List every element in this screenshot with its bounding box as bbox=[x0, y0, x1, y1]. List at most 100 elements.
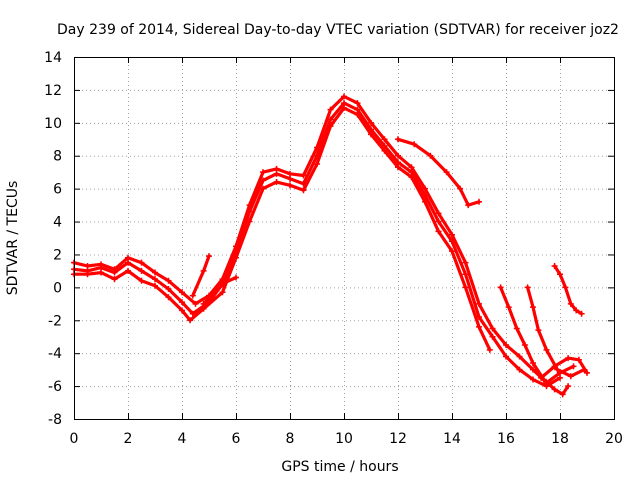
data-point bbox=[554, 366, 561, 373]
data-point bbox=[505, 304, 512, 311]
y-tick-label: 6 bbox=[53, 182, 62, 198]
x-tick-label: 12 bbox=[389, 431, 407, 447]
x-tick-label: 2 bbox=[124, 431, 133, 447]
data-point bbox=[457, 185, 464, 192]
data-point bbox=[530, 376, 536, 383]
data-point bbox=[516, 353, 523, 360]
data-point bbox=[465, 202, 472, 209]
x-axis-label: GPS time / hours bbox=[281, 459, 398, 475]
data-point bbox=[260, 177, 266, 184]
data-series bbox=[71, 93, 590, 398]
data-point bbox=[395, 152, 401, 159]
chart-title: Day 239 of 2014, Sidereal Day-to-day VTE… bbox=[57, 22, 619, 38]
data-point bbox=[503, 353, 509, 360]
data-point bbox=[314, 160, 320, 167]
data-point bbox=[200, 267, 207, 274]
data-point bbox=[211, 289, 218, 296]
data-point bbox=[179, 307, 185, 314]
data-point bbox=[462, 271, 469, 278]
data-point bbox=[567, 300, 574, 307]
data-point bbox=[189, 292, 196, 299]
series-track bbox=[71, 105, 493, 353]
data-point bbox=[521, 341, 528, 348]
data-point bbox=[395, 136, 401, 143]
data-point bbox=[497, 284, 504, 291]
data-point bbox=[422, 198, 428, 205]
data-point bbox=[125, 259, 131, 266]
data-point bbox=[578, 310, 585, 317]
data-point bbox=[530, 304, 536, 311]
series-line bbox=[72, 94, 576, 385]
data-point bbox=[273, 170, 280, 177]
data-point bbox=[300, 172, 307, 179]
data-point bbox=[489, 333, 496, 340]
data-point bbox=[354, 111, 361, 118]
data-point bbox=[165, 286, 172, 293]
data-point bbox=[165, 277, 172, 284]
data-point bbox=[152, 282, 158, 289]
data-point bbox=[165, 294, 172, 301]
y-tick-label: 4 bbox=[53, 215, 62, 231]
data-point bbox=[125, 267, 131, 274]
data-point bbox=[513, 325, 520, 332]
series-line bbox=[72, 106, 492, 352]
data-point bbox=[411, 141, 418, 148]
y-tick-label: 8 bbox=[53, 149, 62, 165]
data-point bbox=[565, 383, 572, 390]
data-point bbox=[435, 228, 442, 235]
data-point bbox=[524, 284, 531, 291]
data-point bbox=[489, 325, 496, 332]
data-point bbox=[327, 123, 334, 130]
data-point bbox=[486, 346, 493, 353]
data-point bbox=[462, 284, 469, 291]
axis-ticks: 0 2 4 6 8 10 12 14 16 18 20 -8 -6 -4 -2 0 2 4 6 8 10 12 14 bbox=[44, 50, 623, 447]
data-point bbox=[381, 136, 388, 143]
series-track bbox=[551, 262, 585, 317]
data-point bbox=[327, 106, 334, 113]
x-tick-label: 16 bbox=[497, 431, 515, 447]
data-point bbox=[543, 346, 550, 353]
x-tick-label: 10 bbox=[335, 431, 353, 447]
y-tick-label: -8 bbox=[48, 412, 62, 428]
data-point bbox=[246, 208, 253, 215]
data-point bbox=[381, 147, 388, 154]
data-point bbox=[260, 185, 266, 192]
data-point bbox=[557, 271, 563, 278]
series-line bbox=[539, 356, 589, 380]
x-tick-label: 4 bbox=[178, 431, 187, 447]
data-point bbox=[287, 182, 293, 189]
data-point bbox=[427, 152, 434, 159]
x-tick-label: 20 bbox=[605, 431, 623, 447]
data-point bbox=[462, 259, 469, 266]
y-tick-label: -4 bbox=[48, 346, 62, 362]
data-point bbox=[260, 169, 266, 176]
data-point bbox=[435, 218, 442, 225]
data-point bbox=[562, 284, 569, 291]
data-point bbox=[530, 360, 536, 367]
series-line bbox=[202, 275, 238, 306]
data-point bbox=[233, 254, 239, 261]
data-point bbox=[449, 231, 455, 238]
data-point bbox=[565, 355, 572, 362]
data-point bbox=[152, 269, 158, 276]
data-point bbox=[179, 289, 185, 296]
data-point bbox=[516, 366, 523, 373]
data-point bbox=[395, 164, 401, 171]
data-point bbox=[219, 289, 226, 296]
data-point bbox=[408, 174, 415, 181]
data-point bbox=[573, 307, 580, 314]
y-tick-label: 2 bbox=[53, 247, 62, 263]
x-tick-label: 14 bbox=[443, 431, 461, 447]
series-line bbox=[525, 285, 586, 378]
data-point bbox=[443, 169, 450, 176]
data-point bbox=[584, 369, 590, 376]
data-point bbox=[557, 374, 563, 381]
data-point bbox=[449, 248, 455, 255]
series-track bbox=[189, 253, 212, 299]
series-track bbox=[71, 100, 563, 390]
data-point bbox=[551, 363, 558, 370]
data-point bbox=[368, 131, 374, 138]
y-tick-label: -6 bbox=[48, 379, 62, 395]
data-point bbox=[233, 274, 239, 281]
